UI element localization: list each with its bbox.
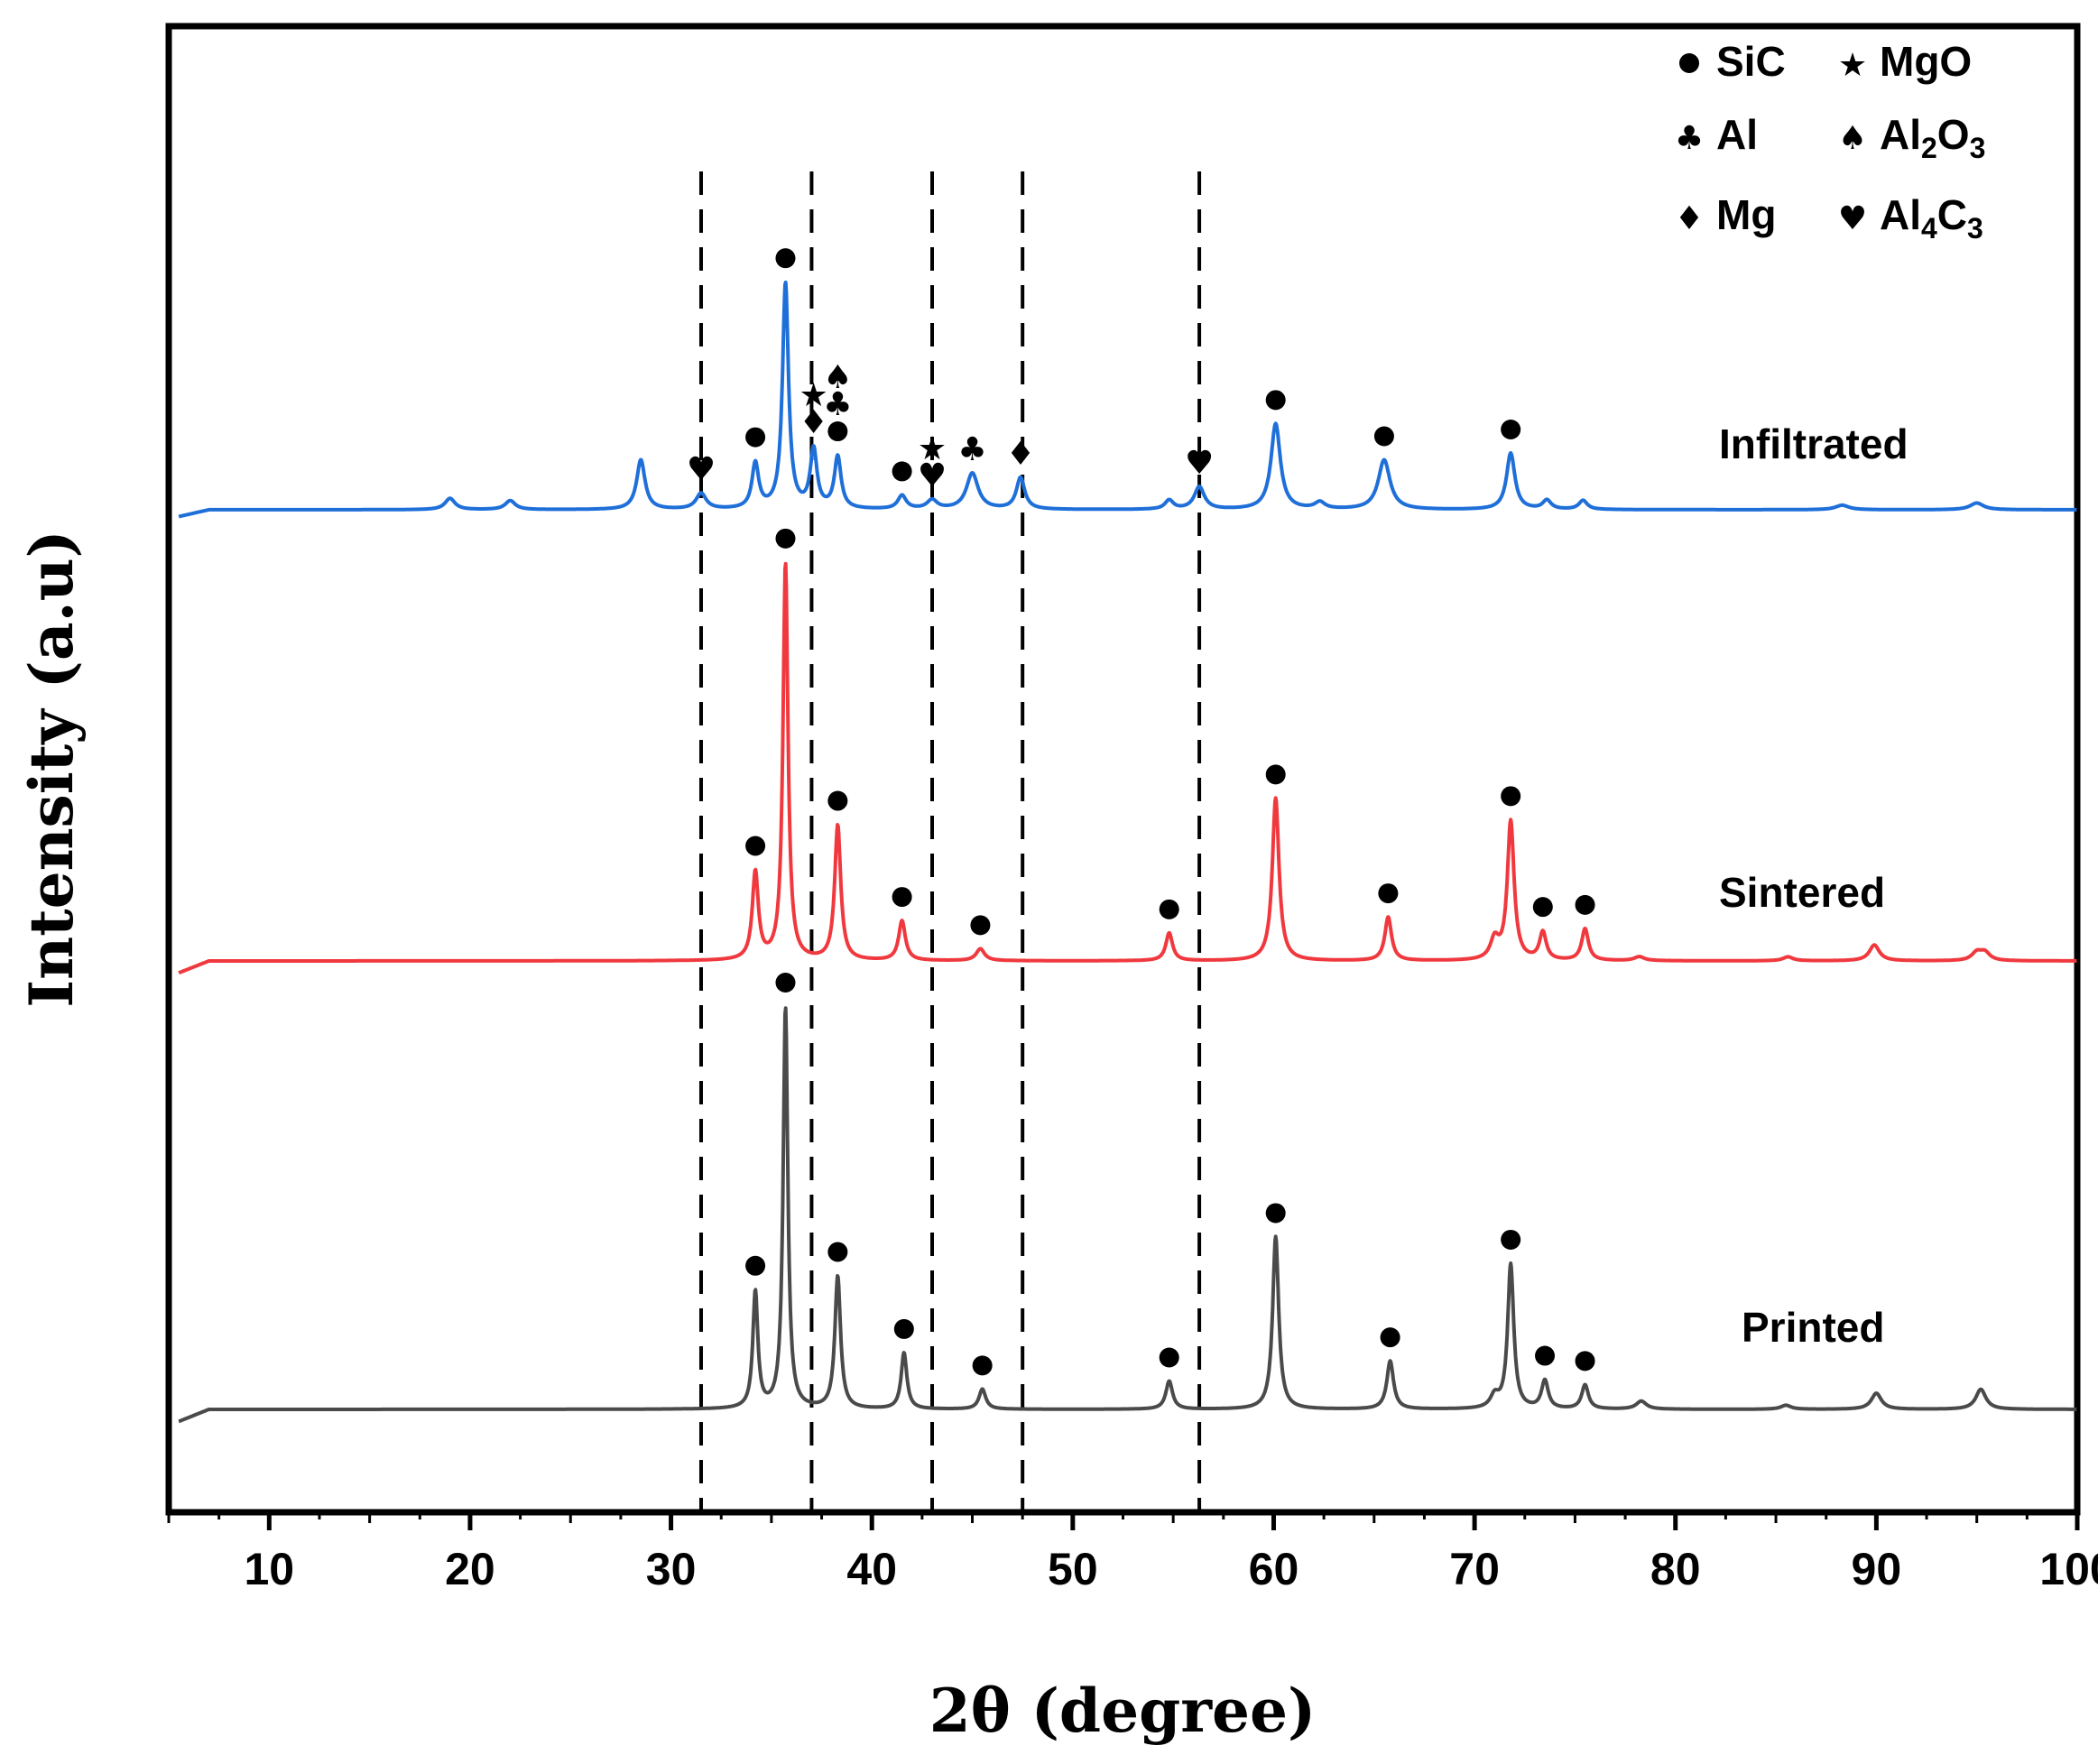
x-tick-label-10: 10 bbox=[245, 1544, 295, 1594]
legend-symbol-1: ★ bbox=[1838, 47, 1867, 84]
series-line-sintered bbox=[177, 561, 2078, 975]
marker-infiltrated-8-0: ♦ bbox=[1006, 436, 1035, 473]
marker-infiltrated-4-2 bbox=[827, 421, 848, 442]
marker-printed-4-0 bbox=[972, 1355, 993, 1376]
marker-infiltrated-10-0 bbox=[1265, 390, 1286, 411]
marker-sintered-2-0 bbox=[827, 790, 848, 811]
series-label-printed: Printed bbox=[1742, 1304, 1884, 1351]
marker-printed-9-0 bbox=[1535, 1345, 1556, 1366]
marker-infiltrated-5-0 bbox=[892, 461, 912, 482]
marker-sintered-5-0 bbox=[1159, 899, 1179, 919]
marker-printed-1-0 bbox=[775, 973, 796, 993]
x-tick-label-100: 100 bbox=[2039, 1544, 2098, 1594]
marker-printed-6-0 bbox=[1265, 1203, 1286, 1224]
x-tick-label-70: 70 bbox=[1449, 1544, 1500, 1594]
marker-sintered-3-0 bbox=[892, 887, 912, 908]
legend-label-3: Al2O3 bbox=[1880, 111, 1985, 164]
legend-label-0: SiC bbox=[1716, 38, 1786, 85]
legend-symbol-5: ♥ bbox=[1838, 200, 1867, 237]
x-axis-title: 2θ (degree) bbox=[929, 1676, 1316, 1746]
marker-printed-0-0 bbox=[745, 1255, 766, 1276]
legend-label-1: MgO bbox=[1880, 38, 1972, 85]
marker-sintered-1-0 bbox=[775, 528, 796, 549]
marker-infiltrated-2-0 bbox=[775, 248, 796, 269]
series-label-sintered: Sintered bbox=[1719, 869, 1885, 916]
x-axis: 10 20 30 40 50 60 70 80 90 100 bbox=[167, 1512, 2098, 1594]
x-tick-label-30: 30 bbox=[646, 1544, 697, 1594]
legend-label-2: Al bbox=[1716, 111, 1758, 158]
legend: SiC ★ MgO ♣ Al ♠ Al2O3 ♦ Mg ♥ Al4C3 bbox=[1675, 38, 1986, 245]
marker-infiltrated-6-1: ♥ bbox=[918, 457, 947, 494]
marker-infiltrated-0-0: ♥ bbox=[687, 451, 716, 488]
marker-infiltrated-6-0: ★ bbox=[918, 430, 947, 467]
legend-label-4: Mg bbox=[1716, 191, 1776, 238]
x-tick-label-50: 50 bbox=[1048, 1544, 1098, 1594]
legend-label-5: Al4C3 bbox=[1880, 191, 1983, 245]
plot-frame bbox=[165, 23, 2081, 1516]
legend-symbol-4: ♦ bbox=[1675, 200, 1704, 237]
marker-printed-8-0 bbox=[1501, 1229, 1521, 1250]
marker-infiltrated-4-0: ♠ bbox=[823, 359, 852, 396]
marker-infiltrated-7-0: ♣ bbox=[957, 431, 986, 468]
y-axis-title: Intensity (a.u) bbox=[16, 530, 87, 1008]
marker-printed-2-0 bbox=[827, 1242, 848, 1262]
legend-symbol-0 bbox=[1679, 53, 1699, 73]
marker-sintered-4-0 bbox=[970, 915, 991, 936]
series-layer bbox=[177, 280, 2078, 1424]
marker-printed-7-0 bbox=[1380, 1327, 1400, 1348]
marker-sintered-0-0 bbox=[745, 836, 766, 856]
series-label-infiltrated: Infiltrated bbox=[1719, 420, 1909, 467]
marker-infiltrated-3-0: ★ bbox=[799, 377, 828, 414]
marker-infiltrated-12-0 bbox=[1501, 419, 1521, 439]
legend-symbol-2: ♣ bbox=[1675, 120, 1704, 157]
marker-infiltrated-9-0: ♥ bbox=[1185, 445, 1214, 482]
series-line-printed bbox=[177, 1006, 2078, 1424]
marker-printed-5-0 bbox=[1159, 1347, 1179, 1368]
marker-printed-3-0 bbox=[893, 1318, 914, 1339]
series-line-infiltrated bbox=[177, 280, 2078, 519]
series-labels: Infiltrated Sintered Printed bbox=[1719, 420, 1909, 1351]
x-tick-label-90: 90 bbox=[1852, 1544, 1902, 1594]
marker-infiltrated-3-1: ♦ bbox=[799, 404, 828, 441]
marker-infiltrated-11-0 bbox=[1373, 426, 1394, 447]
x-tick-label-60: 60 bbox=[1249, 1544, 1299, 1594]
x-tick-label-80: 80 bbox=[1650, 1544, 1701, 1594]
marker-infiltrated-1-0 bbox=[745, 427, 766, 448]
marker-sintered-10-0 bbox=[1575, 894, 1595, 915]
x-tick-label-20: 20 bbox=[445, 1544, 495, 1594]
x-tick-label-40: 40 bbox=[846, 1544, 897, 1594]
marker-sintered-7-0 bbox=[1378, 883, 1399, 904]
legend-symbol-3: ♠ bbox=[1838, 120, 1867, 157]
marker-sintered-8-0 bbox=[1501, 786, 1521, 807]
marker-infiltrated-4-1: ♣ bbox=[823, 386, 852, 423]
marker-sintered-6-0 bbox=[1265, 764, 1286, 785]
reference-lines bbox=[698, 171, 1202, 1512]
peak-markers: ♥♦★♣♠♥★ ♣ ♦ ♥ bbox=[687, 248, 1595, 1376]
marker-sintered-9-0 bbox=[1532, 897, 1553, 918]
marker-printed-10-0 bbox=[1575, 1351, 1595, 1371]
